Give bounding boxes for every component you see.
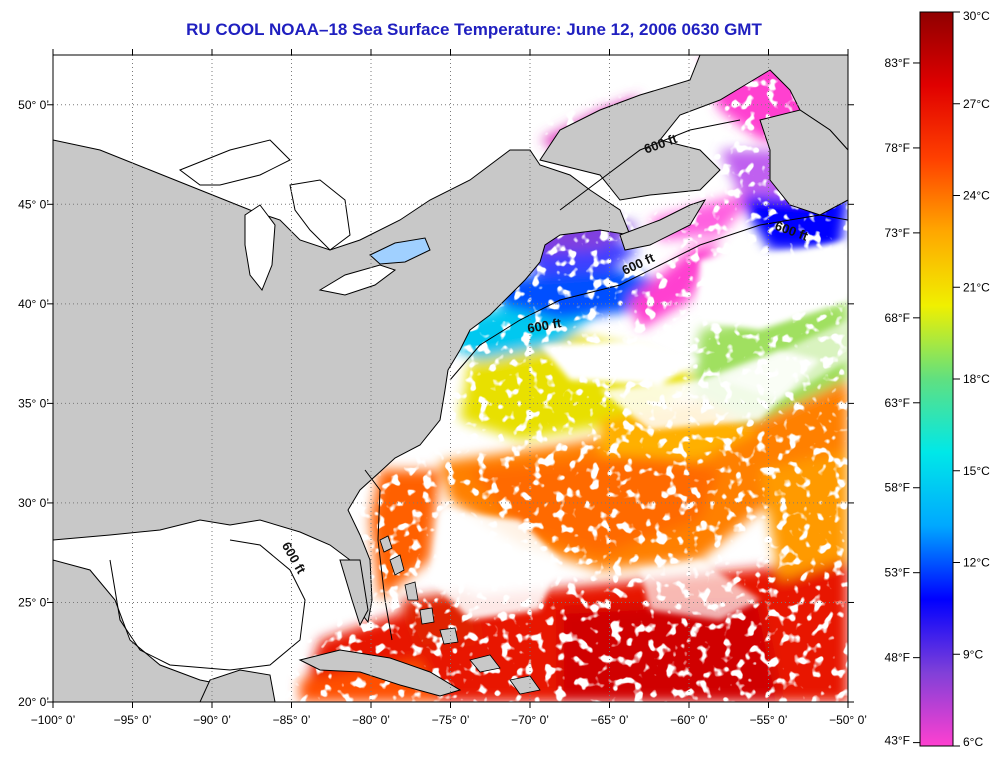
colorbar-fahrenheit-label: 43°F bbox=[885, 734, 910, 748]
lon-tick-label: −65° 0’ bbox=[591, 713, 629, 727]
isobath-contours bbox=[109, 119, 848, 671]
colorbar-celsius-label: 9°C bbox=[963, 647, 983, 661]
lat-tick-label: 20° 0’ bbox=[18, 695, 49, 709]
axis-labels: −100° 0’ −95° 0’ −90° 0’ −85° 0’ −80° 0’ −75°… bbox=[18, 98, 867, 727]
lat-tick-label: 30° 0’ bbox=[18, 496, 49, 510]
colorbar-celsius-label: 30°C bbox=[963, 9, 990, 23]
colorbar-celsius-label: 24°C bbox=[963, 189, 990, 203]
isobath-label: 600 ft bbox=[526, 315, 563, 336]
colorbar-fahrenheit-label: 78°F bbox=[885, 141, 910, 155]
lon-tick-label: −55° 0’ bbox=[750, 713, 788, 727]
colorbar-celsius-label: 6°C bbox=[963, 735, 983, 749]
colorbar-fahrenheit-label: 58°F bbox=[885, 481, 910, 495]
colorbar-celsius-label: 18°C bbox=[963, 372, 990, 386]
colorbar-celsius-label: 12°C bbox=[963, 556, 990, 570]
lon-tick-label: −60° 0’ bbox=[670, 713, 708, 727]
lon-tick-label: −85° 0’ bbox=[273, 713, 311, 727]
islands bbox=[379, 535, 541, 695]
lon-tick-label: −75° 0’ bbox=[432, 713, 470, 727]
colorbar-fahrenheit-label: 63°F bbox=[885, 396, 910, 410]
map-title: RU COOL NOAA–18 Sea Surface Temperature:… bbox=[186, 20, 762, 39]
lat-tick-label: 45° 0’ bbox=[18, 197, 49, 211]
colorbar-celsius-label: 15°C bbox=[963, 464, 990, 478]
lon-tick-label: −100° 0’ bbox=[31, 713, 76, 727]
colorbar-strip bbox=[919, 11, 954, 747]
graticule bbox=[53, 55, 848, 702]
colorbar-celsius-label: 27°C bbox=[963, 97, 990, 111]
lon-tick-label: −80° 0’ bbox=[352, 713, 390, 727]
colorbar-celsius-labels: 30°C 27°C 24°C 21°C 18°C 15°C 12°C 9°C 6°C bbox=[953, 9, 990, 749]
axis-ticks bbox=[47, 49, 854, 708]
colorbar-fahrenheit-label: 68°F bbox=[885, 311, 910, 325]
lat-tick-label: 50° 0’ bbox=[18, 98, 49, 112]
lat-tick-label: 35° 0’ bbox=[18, 396, 49, 410]
lon-tick-label: −70° 0’ bbox=[511, 713, 549, 727]
temperature-colorbar: 30°C 27°C 24°C 21°C 18°C 15°C 12°C 9°C 6°C 83°F 7… bbox=[885, 9, 991, 749]
colorbar-celsius-label: 21°C bbox=[963, 280, 990, 294]
lat-tick-label: 40° 0’ bbox=[18, 297, 49, 311]
great-lakes bbox=[178, 139, 431, 296]
lat-tick-label: 25° 0’ bbox=[18, 595, 49, 609]
lon-tick-label: −95° 0’ bbox=[114, 713, 152, 727]
colorbar-fahrenheit-label: 73°F bbox=[885, 226, 910, 240]
colorbar-fahrenheit-label: 83°F bbox=[885, 56, 910, 70]
colorbar-fahrenheit-labels: 83°F 78°F 73°F 68°F 63°F 58°F 53°F 48°F 43°F bbox=[885, 56, 920, 748]
lon-tick-label: −90° 0’ bbox=[193, 713, 231, 727]
land-masses bbox=[53, 55, 848, 702]
colorbar-fahrenheit-label: 53°F bbox=[885, 566, 910, 580]
colorbar-fahrenheit-label: 48°F bbox=[885, 651, 910, 665]
lon-tick-label: −50° 0’ bbox=[829, 713, 867, 727]
